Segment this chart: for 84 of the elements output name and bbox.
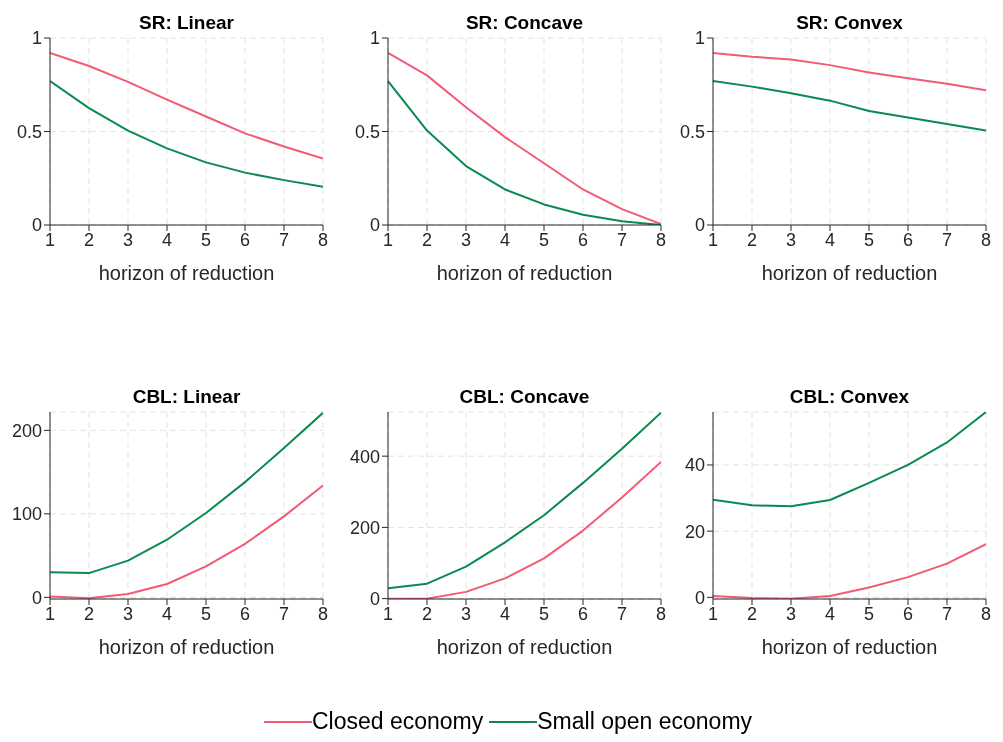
y-tick-label: 0 (31, 215, 42, 236)
y-tick-label: 20 (684, 521, 705, 542)
x-tick-label: 3 (785, 229, 797, 250)
x-tick-label: 4 (161, 603, 173, 624)
x-tick-label: 7 (278, 229, 290, 250)
x-tick-label: 5 (538, 603, 550, 624)
line-series (50, 51, 323, 160)
x-tick-label: 7 (941, 603, 953, 624)
x-axis-title: horizon of reduction (98, 636, 275, 658)
x-tick-label: 5 (538, 229, 550, 250)
y-tick-label: 0.5 (679, 121, 705, 142)
x-tick-label: 8 (317, 229, 329, 250)
legend-label: Small open economy (537, 708, 753, 735)
y-tick-label: 0 (369, 215, 380, 236)
x-tick-label: 3 (122, 603, 134, 624)
line-series (713, 51, 986, 92)
x-tick-label: 3 (460, 229, 472, 250)
x-tick-label: 7 (941, 229, 953, 250)
chart-title: CBL: Convex (788, 386, 911, 408)
x-tick-label: 1 (44, 229, 56, 250)
x-tick-label: 6 (902, 229, 914, 250)
chart-title: CBL: Concave (458, 386, 591, 408)
x-tick-label: 6 (239, 603, 251, 624)
x-axis-title: horizon of reduction (761, 262, 938, 284)
x-tick-label: 8 (655, 603, 667, 624)
y-tick-label: 0.5 (354, 121, 380, 142)
x-tick-label: 2 (83, 229, 95, 250)
x-axis-title: horizon of reduction (98, 262, 275, 284)
x-tick-label: 5 (863, 229, 875, 250)
line-series (713, 80, 986, 132)
x-tick-label: 7 (278, 603, 290, 624)
x-tick-label: 3 (460, 603, 472, 624)
x-tick-label: 7 (616, 603, 628, 624)
y-tick-label: 0 (369, 589, 380, 610)
x-tick-label: 2 (421, 229, 433, 250)
x-tick-label: 1 (382, 229, 394, 250)
chart-title: SR: Linear (138, 12, 235, 34)
legend-label: Closed economy (311, 708, 484, 735)
x-tick-label: 5 (863, 603, 875, 624)
x-tick-label: 8 (980, 229, 992, 250)
y-tick-label: 40 (684, 455, 705, 476)
x-tick-label: 6 (577, 603, 589, 624)
y-tick-label: 1 (31, 28, 42, 49)
chart-title: SR: Convex (795, 12, 904, 34)
x-tick-label: 6 (577, 229, 589, 250)
x-tick-label: 5 (200, 603, 212, 624)
y-tick-label: 200 (349, 517, 380, 538)
x-tick-label: 4 (499, 229, 511, 250)
chart-title: CBL: Linear (131, 386, 242, 408)
x-tick-label: 3 (122, 229, 134, 250)
x-axis-title: horizon of reduction (436, 636, 613, 658)
x-tick-label: 2 (421, 603, 433, 624)
x-tick-label: 1 (707, 229, 719, 250)
chart-title: SR: Concave (464, 12, 585, 34)
x-tick-label: 8 (317, 603, 329, 624)
x-tick-label: 1 (707, 603, 719, 624)
x-axis-title: horizon of reduction (436, 262, 613, 284)
y-tick-label: 0.5 (16, 121, 42, 142)
x-tick-label: 4 (499, 603, 511, 624)
x-tick-label: 8 (980, 603, 992, 624)
x-axis-title: horizon of reduction (761, 636, 938, 658)
x-tick-label: 4 (161, 229, 173, 250)
x-tick-label: 6 (902, 603, 914, 624)
x-tick-label: 4 (824, 603, 836, 624)
y-tick-label: 100 (11, 504, 42, 525)
x-tick-label: 8 (655, 229, 667, 250)
y-tick-label: 1 (694, 28, 705, 49)
x-tick-label: 6 (239, 229, 251, 250)
x-tick-label: 4 (824, 229, 836, 250)
x-tick-label: 1 (382, 603, 394, 624)
y-tick-label: 0 (31, 587, 42, 608)
y-tick-label: 1 (369, 28, 380, 49)
x-tick-label: 1 (44, 603, 56, 624)
x-tick-label: 2 (83, 603, 95, 624)
y-tick-label: 400 (349, 446, 380, 467)
y-tick-label: 0 (694, 215, 705, 236)
x-tick-label: 7 (616, 229, 628, 250)
y-tick-label: 200 (11, 420, 42, 441)
x-tick-label: 5 (200, 229, 212, 250)
x-tick-label: 2 (746, 229, 758, 250)
x-tick-label: 3 (785, 603, 797, 624)
x-tick-label: 2 (746, 603, 758, 624)
line-series (50, 80, 323, 188)
y-tick-label: 0 (694, 587, 705, 608)
